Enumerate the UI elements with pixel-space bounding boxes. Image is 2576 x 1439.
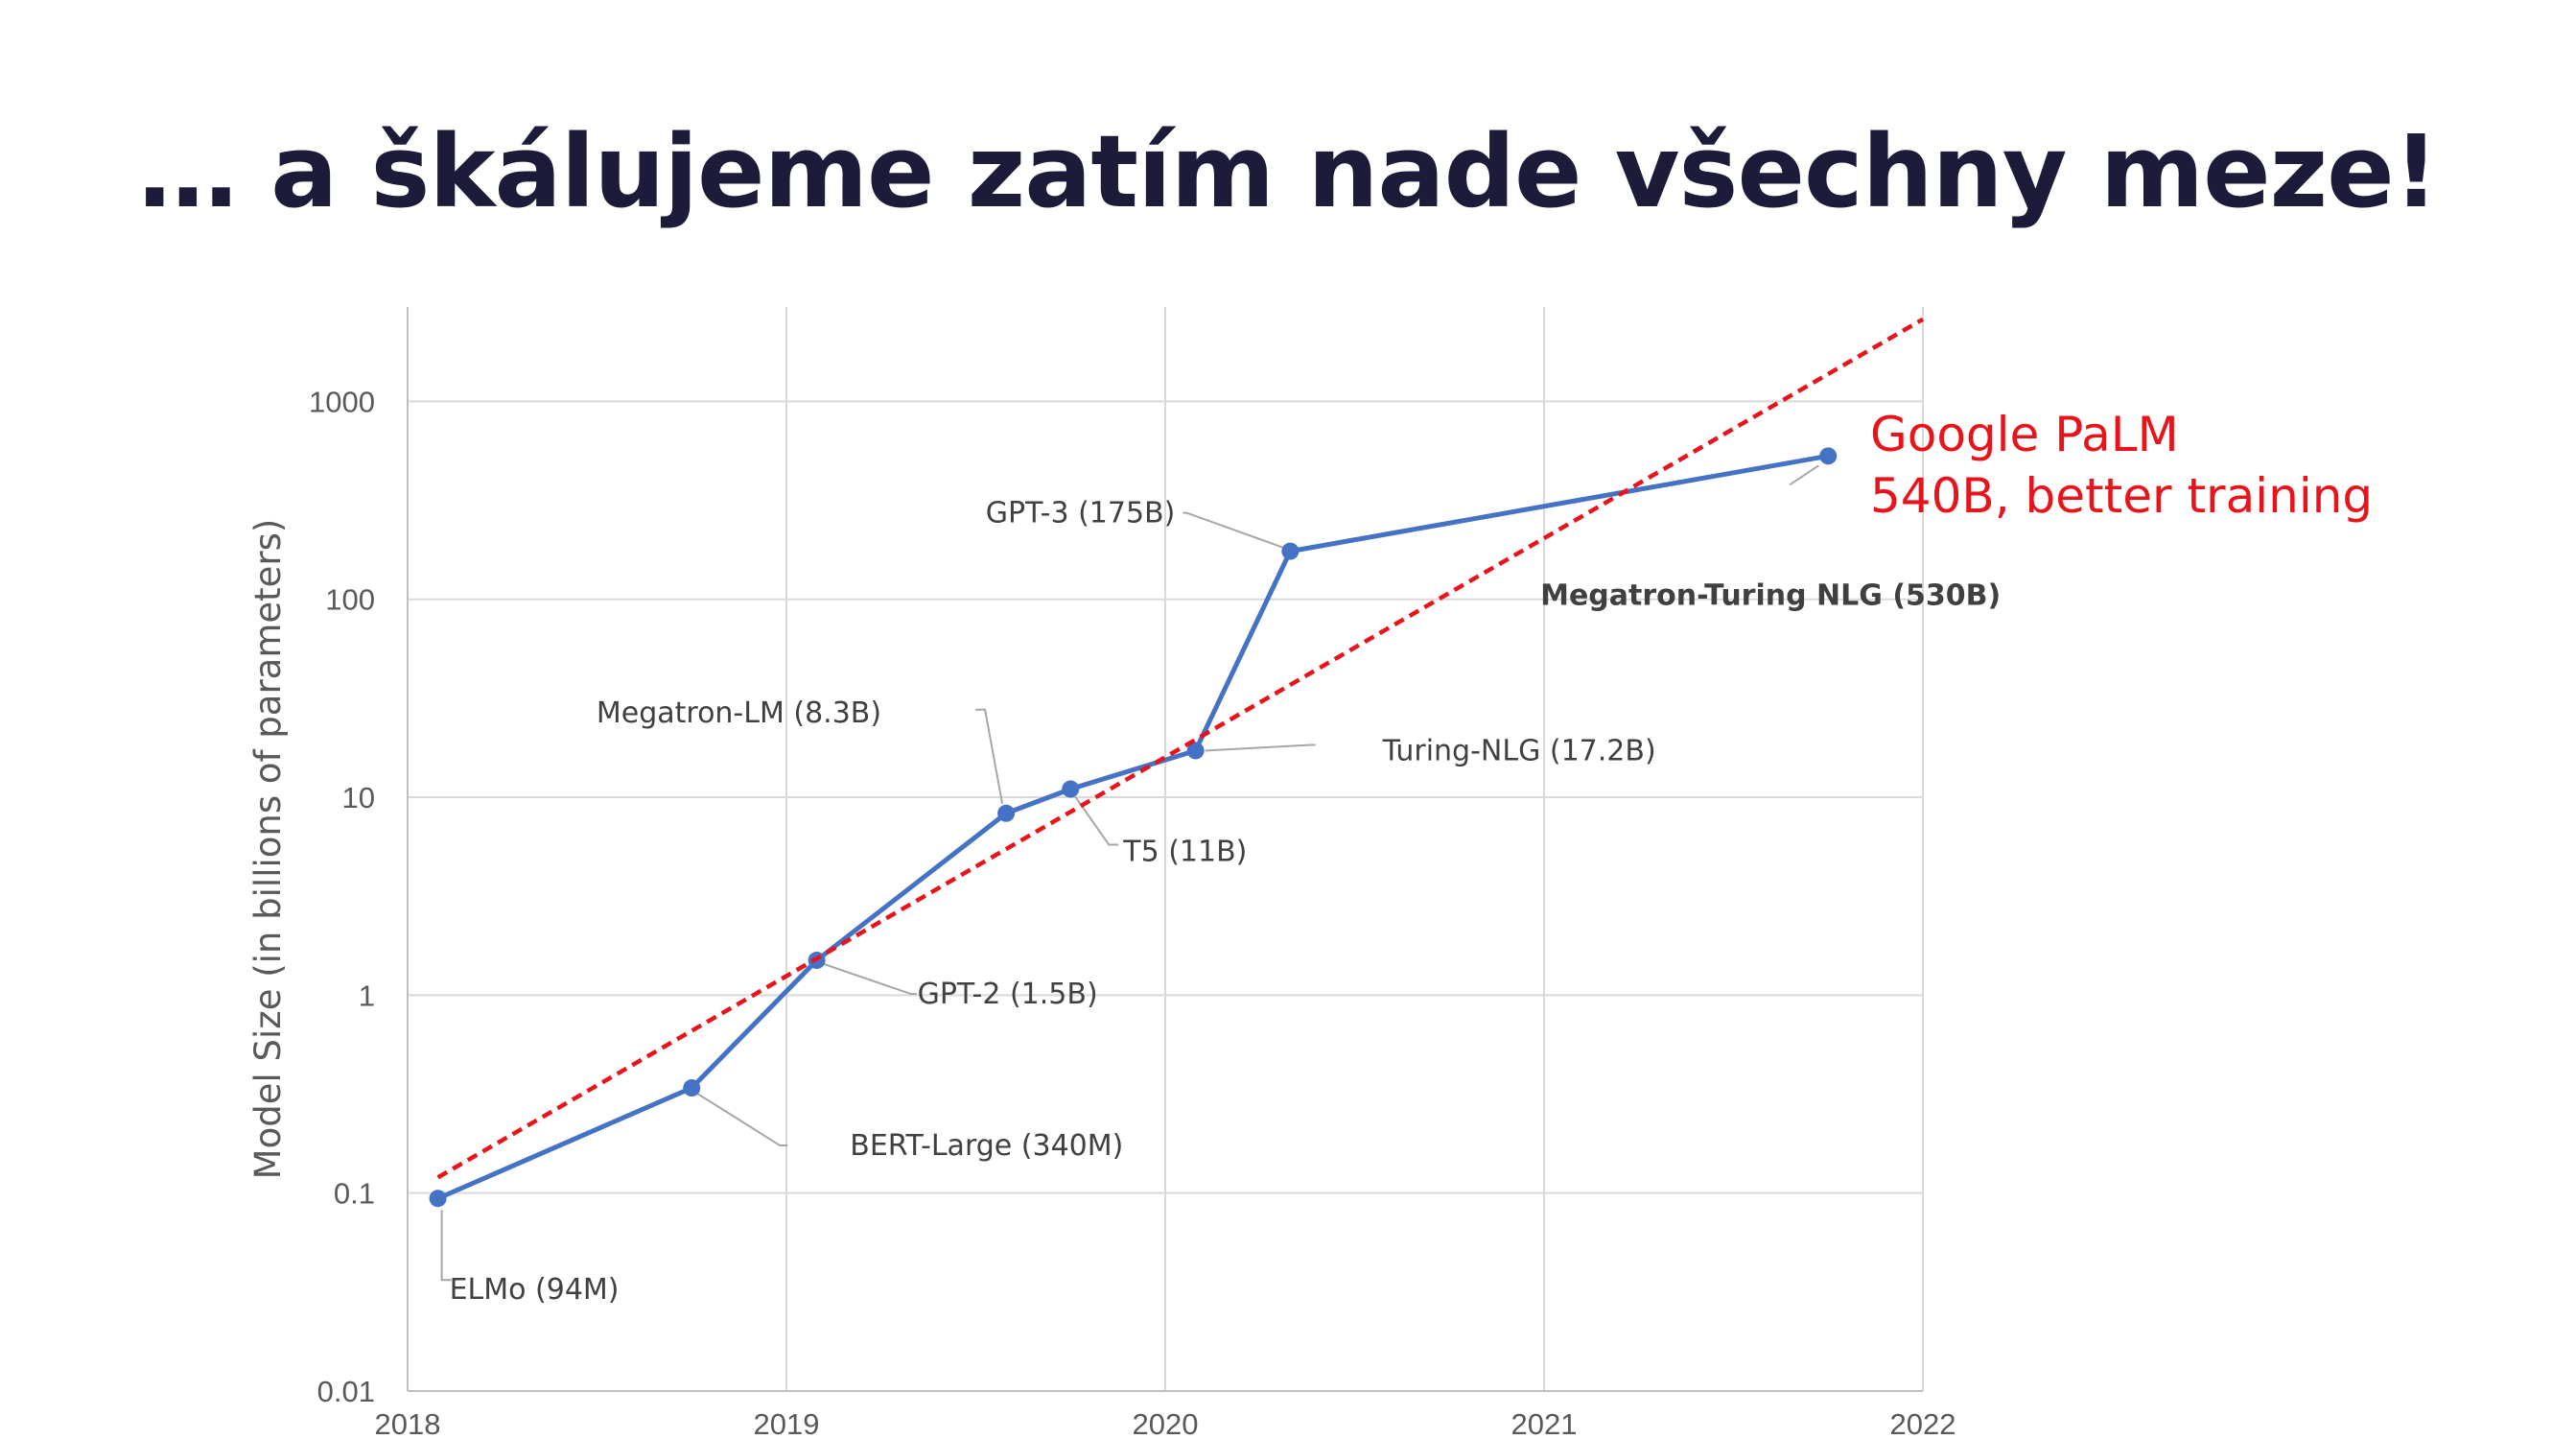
palm-highlight-line: 540B, better training <box>1870 468 2373 524</box>
x-tick-label: 2021 <box>1511 1407 1578 1439</box>
y-tick-label: 100 <box>325 583 375 617</box>
data-point <box>429 1190 447 1208</box>
annotation-label: ELMo (94M) <box>450 1273 620 1307</box>
annotation-labels: ELMo (94M) BERT-Large (340M) GPT-2 (1.5B) M… <box>450 497 2002 1308</box>
annotation-leader <box>696 1093 788 1147</box>
y-tick-label: 1 <box>359 979 375 1012</box>
trend-line <box>436 317 1925 1180</box>
y-tick-label: 0.1 <box>334 1177 375 1211</box>
annotation-leaders <box>440 464 1819 1282</box>
annotation-label: Megatron-Turing NLG (530B) <box>1540 578 2001 612</box>
palm-highlight: Google PaLM 540B, better training <box>1870 407 2373 524</box>
annotation-leader <box>975 708 1004 804</box>
annotation-leader <box>440 1210 452 1282</box>
annotation-leader <box>1183 511 1283 549</box>
data-point <box>1819 447 1838 465</box>
annotation-leader <box>1205 743 1316 752</box>
annotation-label: GPT-2 (1.5B) <box>918 978 1098 1011</box>
data-point <box>997 804 1016 822</box>
data-point <box>1062 780 1080 798</box>
annotation-leader <box>824 963 917 996</box>
y-tick-label: 0.01 <box>317 1375 375 1408</box>
palm-highlight-line: Google PaLM <box>1870 407 2179 462</box>
annotation-label: BERT-Large (340M) <box>850 1129 1123 1163</box>
annotation-label: T5 (11B) <box>1122 836 1247 869</box>
y-tick-label: 10 <box>342 781 375 814</box>
annotation-leader <box>1074 795 1119 846</box>
slide-title: … a škálujeme zatím nade všechny meze! <box>137 113 2439 230</box>
data-point <box>1281 542 1300 560</box>
annotation-leader <box>1789 464 1819 486</box>
series-line <box>436 453 1829 1201</box>
x-tick-label: 2018 <box>375 1407 441 1439</box>
annotation-label: Megatron-LM (8.3B) <box>597 696 881 730</box>
chart-grid <box>407 307 1924 1392</box>
x-tick-label: 2022 <box>1890 1407 1956 1439</box>
data-point <box>1186 742 1205 760</box>
x-tick-label: 2020 <box>1133 1407 1199 1439</box>
y-axis-label: Model Size (in billions of parameters) <box>247 519 289 1180</box>
y-tick-label: 1000 <box>309 385 375 418</box>
annotation-label: Turing-NLG (17.2B) <box>1382 734 1656 767</box>
data-point <box>683 1079 701 1097</box>
chart-axes: 0.01 0.1 1 10 100 1000 2018 2019 2020 2021 2022 Mod… <box>247 307 1955 1439</box>
annotation-label: GPT-3 (175B) <box>986 497 1176 531</box>
chart-series <box>429 317 1925 1208</box>
x-tick-label: 2019 <box>754 1407 820 1439</box>
